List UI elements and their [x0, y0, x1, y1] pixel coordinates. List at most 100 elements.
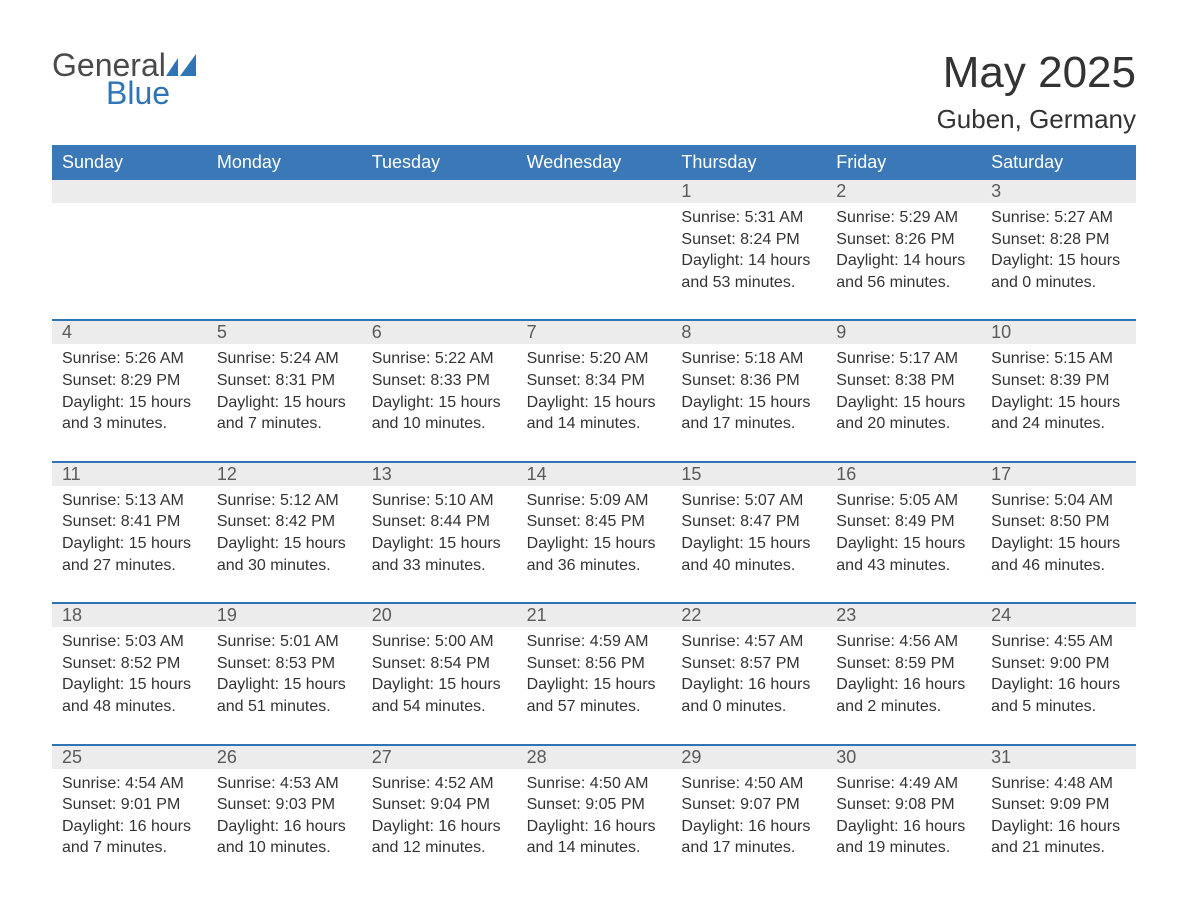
daylight-line: Daylight: 14 hours and 56 minutes. — [836, 250, 971, 293]
sunset-line: Sunset: 8:49 PM — [836, 511, 971, 533]
sunset-line: Sunset: 8:53 PM — [217, 653, 352, 675]
sunrise-line: Sunrise: 5:22 AM — [372, 348, 507, 370]
day-number: 24 — [981, 604, 1136, 627]
day-details: Sunrise: 4:57 AMSunset: 8:57 PMDaylight:… — [671, 627, 826, 743]
empty-cell — [517, 180, 672, 203]
day-number: 2 — [826, 180, 981, 203]
sunrise-line: Sunrise: 4:56 AM — [836, 631, 971, 653]
daylight-line: Daylight: 15 hours and 33 minutes. — [372, 533, 507, 576]
day-details: Sunrise: 5:29 AMSunset: 8:26 PMDaylight:… — [826, 203, 981, 319]
daylight-line: Daylight: 15 hours and 27 minutes. — [62, 533, 197, 576]
sunset-line: Sunset: 8:59 PM — [836, 653, 971, 675]
day-details: Sunrise: 5:18 AMSunset: 8:36 PMDaylight:… — [671, 344, 826, 460]
day-number: 26 — [207, 746, 362, 769]
sunset-line: Sunset: 8:28 PM — [991, 229, 1126, 251]
sunrise-line: Sunrise: 4:53 AM — [217, 773, 352, 795]
sunrise-line: Sunrise: 4:48 AM — [991, 773, 1126, 795]
sunset-line: Sunset: 9:03 PM — [217, 794, 352, 816]
day-number: 28 — [517, 746, 672, 769]
day-number: 17 — [981, 463, 1136, 486]
sunset-line: Sunset: 8:38 PM — [836, 370, 971, 392]
daylight-line: Daylight: 14 hours and 53 minutes. — [681, 250, 816, 293]
daylight-line: Daylight: 16 hours and 10 minutes. — [217, 816, 352, 859]
day-details: Sunrise: 4:50 AMSunset: 9:07 PMDaylight:… — [671, 769, 826, 885]
daylight-line: Daylight: 16 hours and 19 minutes. — [836, 816, 971, 859]
day-details: Sunrise: 4:52 AMSunset: 9:04 PMDaylight:… — [362, 769, 517, 885]
daylight-line: Daylight: 15 hours and 43 minutes. — [836, 533, 971, 576]
daylight-line: Daylight: 16 hours and 5 minutes. — [991, 674, 1126, 717]
day-number: 7 — [517, 321, 672, 344]
sunset-line: Sunset: 8:33 PM — [372, 370, 507, 392]
logo: General Blue — [52, 48, 196, 109]
month-title: May 2025 — [937, 48, 1136, 98]
sunset-line: Sunset: 9:05 PM — [527, 794, 662, 816]
day-number: 18 — [52, 604, 207, 627]
sunset-line: Sunset: 8:29 PM — [62, 370, 197, 392]
daylight-line: Daylight: 15 hours and 10 minutes. — [372, 392, 507, 435]
title-block: May 2025 Guben, Germany — [937, 48, 1136, 135]
week-number-row: 11121314151617 — [52, 461, 1136, 486]
sunrise-line: Sunrise: 5:20 AM — [527, 348, 662, 370]
sunrise-line: Sunrise: 5:01 AM — [217, 631, 352, 653]
day-number: 13 — [362, 463, 517, 486]
week-details-row: Sunrise: 5:31 AMSunset: 8:24 PMDaylight:… — [52, 203, 1136, 319]
daylight-line: Daylight: 15 hours and 40 minutes. — [681, 533, 816, 576]
header: General Blue May 2025 Guben, Germany — [52, 48, 1136, 135]
weekday-label: Sunday — [52, 145, 207, 180]
day-number: 12 — [207, 463, 362, 486]
weekday-header: SundayMondayTuesdayWednesdayThursdayFrid… — [52, 145, 1136, 180]
day-number: 4 — [52, 321, 207, 344]
day-details: Sunrise: 5:07 AMSunset: 8:47 PMDaylight:… — [671, 486, 826, 602]
sunset-line: Sunset: 9:08 PM — [836, 794, 971, 816]
sunrise-line: Sunrise: 5:04 AM — [991, 490, 1126, 512]
sunrise-line: Sunrise: 5:26 AM — [62, 348, 197, 370]
sunrise-line: Sunrise: 5:18 AM — [681, 348, 816, 370]
week-details-row: Sunrise: 4:54 AMSunset: 9:01 PM Daylight:… — [52, 769, 1136, 885]
sunrise-line: Sunrise: 5:27 AM — [991, 207, 1126, 229]
day-number: 9 — [826, 321, 981, 344]
sunrise-line: Sunrise: 4:57 AM — [681, 631, 816, 653]
sunrise-line: Sunrise: 5:29 AM — [836, 207, 971, 229]
week-number-row: 25262728293031 — [52, 744, 1136, 769]
week-number-row: 45678910 — [52, 319, 1136, 344]
day-details: Sunrise: 4:50 AMSunset: 9:05 PMDaylight:… — [517, 769, 672, 885]
empty-cell — [207, 180, 362, 203]
day-details: Sunrise: 5:09 AMSunset: 8:45 PMDaylight:… — [517, 486, 672, 602]
day-details: Sunrise: 5:15 AMSunset: 8:39 PMDaylight:… — [981, 344, 1136, 460]
sunset-line: Sunset: 8:56 PM — [527, 653, 662, 675]
day-number: 25 — [52, 746, 207, 769]
day-details: Sunrise: 5:03 AMSunset: 8:52 PMDaylight:… — [52, 627, 207, 743]
daylight-line: Daylight: 16 hours and 17 minutes. — [681, 816, 816, 859]
day-number: 16 — [826, 463, 981, 486]
sunrise-line: Sunrise: 5:13 AM — [62, 490, 197, 512]
daylight-line: Daylight: 15 hours and 36 minutes. — [527, 533, 662, 576]
day-number: 23 — [826, 604, 981, 627]
day-number: 27 — [362, 746, 517, 769]
sunset-line: Sunset: 8:45 PM — [527, 511, 662, 533]
day-number: 3 — [981, 180, 1136, 203]
day-details: Sunrise: 5:12 AMSunset: 8:42 PMDaylight:… — [207, 486, 362, 602]
sunset-line: Sunset: 9:04 PM — [372, 794, 507, 816]
sunrise-line: Sunrise: 4:54 AM — [62, 773, 197, 795]
empty-cell — [52, 180, 207, 203]
day-details: Sunrise: 4:59 AMSunset: 8:56 PMDaylight:… — [517, 627, 672, 743]
sunset-line: Sunset: 8:54 PM — [372, 653, 507, 675]
weekday-label: Friday — [826, 145, 981, 180]
daylight-line: Daylight: 15 hours and 14 minutes. — [527, 392, 662, 435]
day-details: Sunrise: 5:17 AMSunset: 8:38 PMDaylight:… — [826, 344, 981, 460]
daylight-line: Daylight: 16 hours and 14 minutes. — [527, 816, 662, 859]
day-details: Sunrise: 4:49 AMSunset: 9:08 PMDaylight:… — [826, 769, 981, 885]
sunset-line: Sunset: 9:01 PM — [62, 794, 197, 816]
daylight-line: Daylight: 15 hours and 30 minutes. — [217, 533, 352, 576]
day-details: Sunrise: 5:20 AMSunset: 8:34 PMDaylight:… — [517, 344, 672, 460]
flag-icon — [166, 54, 196, 76]
daylight-line: Daylight: 16 hours and 2 minutes. — [836, 674, 971, 717]
sunrise-line: Sunrise: 5:12 AM — [217, 490, 352, 512]
sunset-line: Sunset: 9:07 PM — [681, 794, 816, 816]
sunrise-line: Sunrise: 5:15 AM — [991, 348, 1126, 370]
day-number: 8 — [671, 321, 826, 344]
daylight-line: Daylight: 16 hours and 21 minutes. — [991, 816, 1126, 859]
weekday-label: Tuesday — [362, 145, 517, 180]
sunset-line: Sunset: 9:00 PM — [991, 653, 1126, 675]
daylight-line: Daylight: 16 hours and 0 minutes. — [681, 674, 816, 717]
